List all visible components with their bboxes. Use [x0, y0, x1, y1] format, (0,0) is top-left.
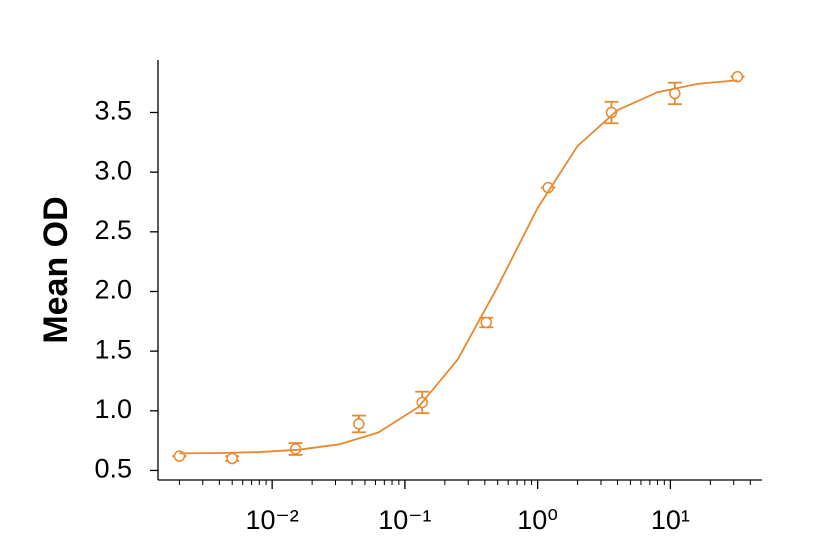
- point: [480, 316, 492, 329]
- y-tick-label: 1.5: [94, 334, 132, 364]
- x-tick-label: 10⁻²: [246, 505, 299, 535]
- x-tick-label: 10¹: [651, 505, 690, 535]
- y-tick-label: 0.5: [94, 454, 132, 484]
- point: [731, 70, 744, 83]
- y-tick-label: 2.0: [94, 275, 132, 305]
- y-tick-label: 2.5: [94, 215, 132, 245]
- point: [353, 418, 365, 430]
- y-tick-label: 1.0: [94, 394, 132, 424]
- point: [226, 452, 238, 465]
- y-tick-label: 3.0: [94, 155, 132, 185]
- fit-curve: [179, 79, 738, 455]
- y-axis-title: Mean OD: [37, 196, 75, 343]
- x-tick-label: 10⁻¹: [378, 505, 431, 535]
- point: [605, 106, 618, 119]
- y-tick-label: 3.5: [94, 96, 132, 126]
- x-tick-label: 10⁰: [517, 505, 558, 535]
